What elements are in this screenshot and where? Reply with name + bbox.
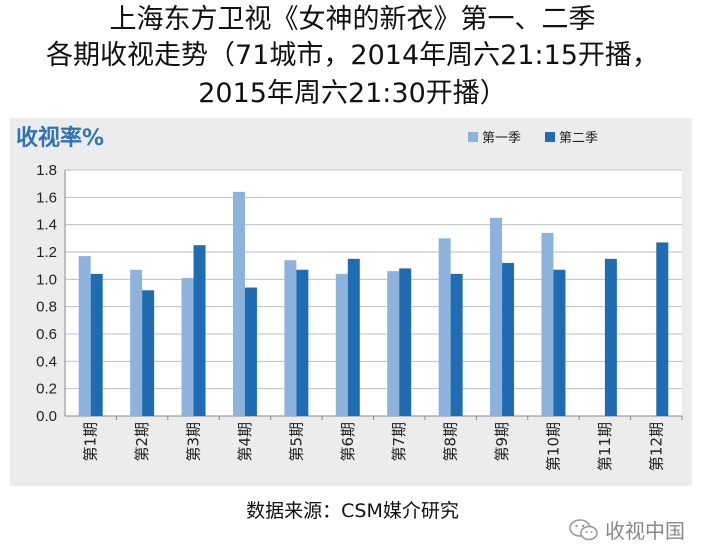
y-tick-label: 1.0: [36, 271, 57, 288]
bar-season1: [284, 260, 297, 416]
bar-season1: [541, 232, 554, 416]
title-line-2: 各期收视走势（71城市，2014年周六21:15开播，: [46, 40, 659, 71]
x-tick-label: 第6期: [339, 422, 357, 462]
bar-season1: [438, 238, 451, 416]
bar-season2: [604, 258, 617, 416]
x-tick-label: 第5期: [287, 422, 305, 462]
bar-season1: [232, 191, 245, 416]
bar-season2: [553, 269, 566, 416]
x-tick-label: 第9期: [493, 422, 511, 462]
bar-season1: [335, 273, 348, 416]
legend-label: 第一季: [482, 131, 521, 146]
legend-swatch: [545, 132, 555, 142]
bar-season2: [142, 290, 155, 416]
bar-season2: [296, 269, 309, 416]
title-line-1: 上海东方卫视《女神的新衣》第一、二季: [109, 4, 596, 35]
bar-season2: [90, 273, 103, 416]
watermark: 收视中国: [569, 515, 685, 544]
y-tick-label: 1.6: [36, 189, 57, 206]
bar-season2: [656, 242, 669, 416]
y-tick-label: 0.4: [36, 353, 57, 370]
bar-season2: [193, 245, 206, 416]
x-tick-label: 第7期: [390, 422, 408, 462]
x-tick-label: 第4期: [236, 422, 254, 462]
title-line-3: 2015年周六21:30开播）: [198, 78, 507, 109]
source-note: 数据来源：CSM媒介研究: [246, 500, 459, 522]
bar-season2: [399, 268, 412, 416]
x-tick-label: 第11期: [596, 422, 614, 471]
plot-area: [65, 170, 682, 416]
wechat-icon: [569, 518, 598, 540]
x-tick-label: 第12期: [647, 422, 665, 471]
bar-season1: [78, 256, 91, 416]
y-tick-label: 1.8: [36, 162, 57, 179]
y-axis-label: 收视率%: [16, 125, 104, 151]
bar-season1: [490, 217, 503, 416]
y-tick-label: 0.6: [36, 326, 57, 343]
legend-swatch: [468, 132, 478, 142]
x-tick-label: 第3期: [185, 422, 203, 462]
bar-season2: [450, 273, 463, 416]
legend-label: 第二季: [559, 131, 598, 146]
bar-season2: [244, 287, 257, 416]
y-tick-label: 1.2: [36, 244, 57, 261]
x-tick-label: 第8期: [442, 422, 460, 462]
chart-panel: 0.0 0.2 0.4 0.6 0.8 1.0 1.2 1.4 1.6 1.8 收视率% 第1期 第2期…: [10, 118, 692, 486]
bar-season2: [347, 258, 360, 416]
x-tick-label: 第1期: [82, 422, 100, 462]
watermark-text: 收视中国: [605, 519, 685, 543]
y-tick-label: 0.0: [36, 408, 57, 425]
x-tick-label: 第2期: [133, 422, 151, 462]
y-tick-label: 0.2: [36, 381, 57, 398]
y-tick-label: 1.4: [36, 217, 57, 234]
bar-season1: [387, 271, 400, 416]
bar-season2: [502, 262, 515, 416]
bar-season1: [130, 269, 143, 416]
bar-season1: [181, 277, 194, 416]
x-tick-label: 第10期: [544, 422, 562, 471]
y-tick-label: 0.8: [36, 299, 57, 316]
bar-chart: 0.0 0.2 0.4 0.6 0.8 1.0 1.2 1.4 1.6 1.8 收视率% 第1期 第2期…: [10, 118, 692, 486]
